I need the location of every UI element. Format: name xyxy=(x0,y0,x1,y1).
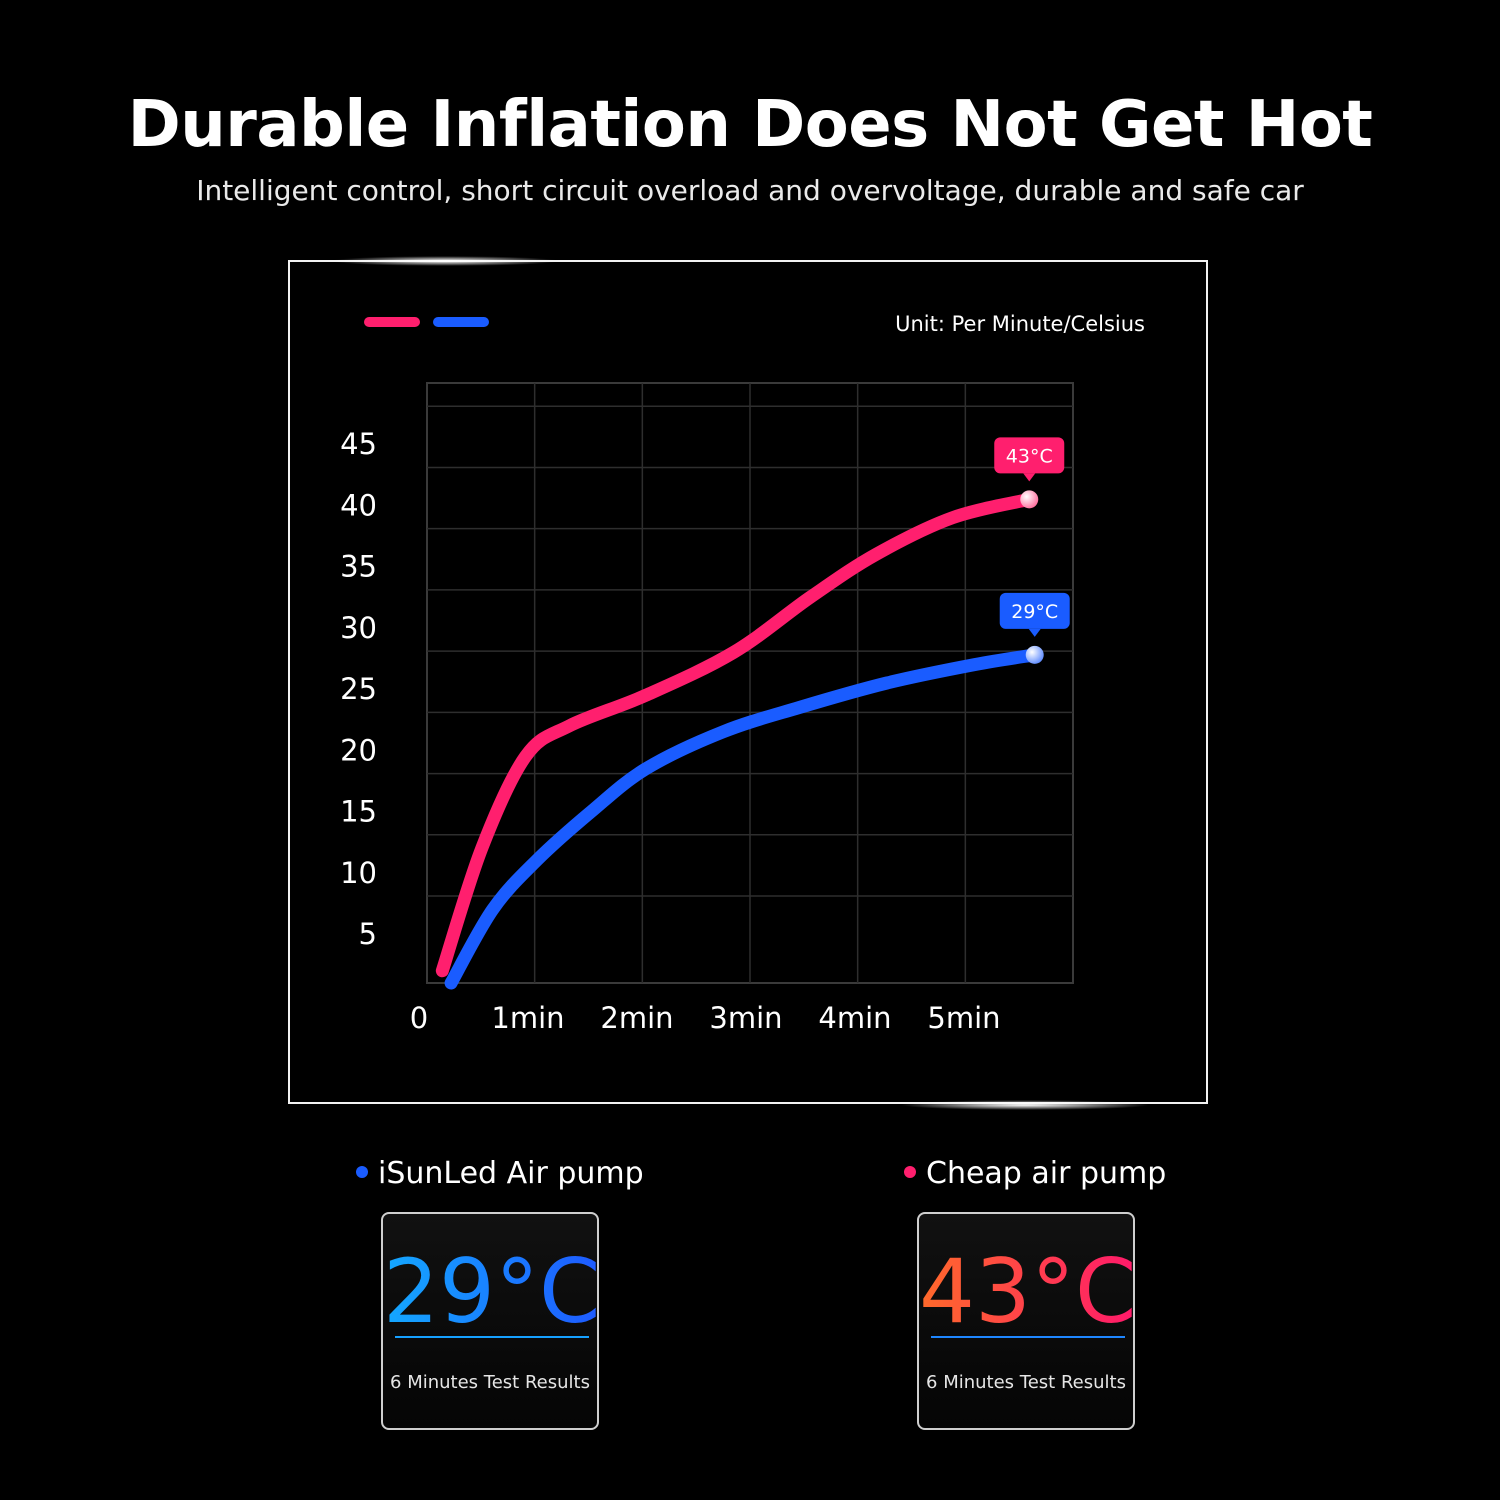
legend-cheap-label: Cheap air pump xyxy=(926,1156,1167,1191)
y-tick-label: 15 xyxy=(340,795,377,829)
legend-isunled-label: iSunLed Air pump xyxy=(378,1156,644,1191)
y-tick-label: 35 xyxy=(340,550,377,584)
result-caption-cheap: 6 Minutes Test Results xyxy=(926,1372,1126,1393)
y-tick-label: 10 xyxy=(340,856,377,890)
series-end-callout: 43°C xyxy=(994,437,1065,482)
y-tick-label: 45 xyxy=(340,427,377,461)
x-tick-label: 5min xyxy=(927,1001,1000,1035)
y-tick-label: 25 xyxy=(340,672,377,706)
callout-label: 29°C xyxy=(1011,601,1058,623)
x-tick-label: 4min xyxy=(818,1001,891,1035)
x-tick-label: 0 xyxy=(410,1001,428,1035)
legend-dot-red xyxy=(904,1165,916,1178)
legend-isunled: iSunLed Air pump xyxy=(356,1156,644,1191)
series-end-point xyxy=(1020,490,1039,509)
unit-label: Unit: Per Minute/Celsius xyxy=(895,312,1145,336)
legend-cheap: Cheap air pump xyxy=(904,1156,1166,1191)
page-title: Durable Inflation Does Not Get Hot xyxy=(127,88,1373,162)
result-card-cheap: 43°C 6 Minutes Test Results xyxy=(917,1212,1137,1430)
result-temp-isunled: 29°C xyxy=(383,1240,601,1343)
frame-glow-top xyxy=(330,256,560,266)
x-tick-label: 3min xyxy=(709,1001,782,1035)
y-tick-label: 5 xyxy=(359,917,377,951)
frame-glow-bottom xyxy=(900,1100,1150,1110)
chart-frame xyxy=(288,260,1208,1104)
callout-pointer xyxy=(1028,628,1041,637)
page-subtitle: Intelligent control, short circuit overl… xyxy=(196,174,1304,207)
x-tick-label: 1min xyxy=(491,1001,564,1035)
result-card-isunled: 29°C 6 Minutes Test Results xyxy=(381,1212,601,1430)
series-end-callout: 29°C xyxy=(999,592,1070,637)
result-temp-cheap: 43°C xyxy=(919,1240,1137,1343)
y-tick-label: 30 xyxy=(340,611,377,645)
callout-box xyxy=(994,437,1065,474)
callout-pointer xyxy=(1023,473,1036,482)
y-tick-label: 40 xyxy=(340,488,377,522)
callout-box xyxy=(999,592,1070,629)
x-tick-label: 2min xyxy=(600,1001,673,1035)
result-divider xyxy=(931,1336,1125,1338)
series-line xyxy=(435,492,1036,978)
legend-dot-blue xyxy=(356,1165,368,1178)
callout-label: 43°C xyxy=(1006,445,1053,467)
series-end-point xyxy=(1025,645,1044,664)
series-line xyxy=(444,648,1042,990)
result-caption-isunled: 6 Minutes Test Results xyxy=(390,1372,590,1393)
y-tick-label: 20 xyxy=(340,733,377,767)
result-divider xyxy=(395,1336,589,1338)
